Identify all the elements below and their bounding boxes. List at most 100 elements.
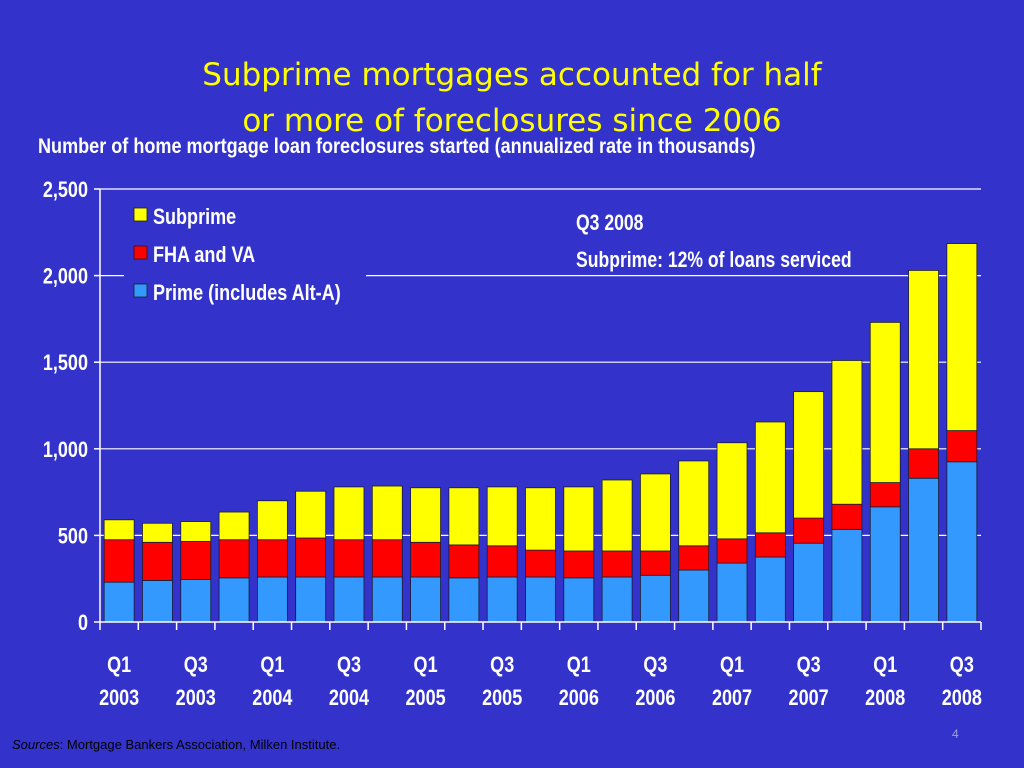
x-tick-label-quarter: Q1 <box>107 653 131 677</box>
bar-segment <box>908 477 939 623</box>
x-tick-label-year: 2006 <box>635 686 675 710</box>
bar-segment <box>946 430 978 463</box>
bar-segment <box>371 576 403 623</box>
bar-segment <box>678 545 710 571</box>
bar-segment <box>716 442 748 540</box>
legend-box <box>124 198 366 314</box>
bar-segment <box>333 539 365 578</box>
bar-segment <box>793 542 825 623</box>
slide-number: 4 <box>952 727 959 741</box>
x-tick-label-quarter: Q3 <box>797 653 821 677</box>
bar-segment <box>525 487 556 551</box>
x-tick-label-quarter: Q1 <box>873 653 897 677</box>
slide-title: Subprime mortgages accounted for half or… <box>0 52 1024 144</box>
bar-segment <box>142 541 173 581</box>
y-tick-label: 2,000 <box>43 265 88 289</box>
bar-segment <box>256 500 288 541</box>
legend-swatch <box>133 245 148 260</box>
x-tick-label-quarter: Q1 <box>414 653 438 677</box>
bar-segment <box>601 550 633 578</box>
bar-segment <box>486 576 518 623</box>
bar-segment <box>295 490 327 539</box>
bar-segment <box>142 522 173 543</box>
legend-label: Prime (includes Alt-A) <box>153 281 341 305</box>
bar-segment <box>831 503 863 530</box>
source-note: Sources: Mortgage Bankers Association, M… <box>12 737 340 752</box>
x-tick-label-year: 2008 <box>865 686 905 710</box>
bar-segment <box>754 556 786 623</box>
x-tick-label-quarter: Q1 <box>720 653 744 677</box>
y-tick-label: 0 <box>78 611 88 635</box>
x-tick-label-year: 2006 <box>559 686 599 710</box>
bar-segment <box>333 576 365 623</box>
bar-segment <box>103 581 135 623</box>
x-tick-label-quarter: Q3 <box>643 653 667 677</box>
bar-segment <box>754 421 786 534</box>
x-tick-label-year: 2008 <box>942 686 982 710</box>
bar-segment <box>869 321 901 483</box>
x-tick-label-quarter: Q3 <box>490 653 514 677</box>
annotation-line-1: Q3 2008 <box>576 211 643 235</box>
x-tick-label-year: 2005 <box>482 686 522 710</box>
x-tick-label-quarter: Q1 <box>260 653 284 677</box>
bar-segment <box>218 539 250 579</box>
bar-segment <box>180 579 212 623</box>
x-tick-label-year: 2007 <box>789 686 829 710</box>
bar-segment <box>831 360 863 505</box>
legend-swatch <box>133 207 148 222</box>
bar-segment <box>103 519 135 541</box>
y-tick-label: 500 <box>58 525 88 549</box>
legend-label: Subprime <box>153 205 236 229</box>
bar-segment <box>486 486 518 547</box>
bar-segment <box>601 479 633 552</box>
x-tick-label-year: 2007 <box>712 686 752 710</box>
bar-segment <box>295 576 327 623</box>
y-tick-label: 2,500 <box>43 178 88 202</box>
bar-segment <box>410 541 441 578</box>
bar-segment <box>448 544 480 579</box>
bar-segment <box>908 270 939 450</box>
chart-subtitle: Number of home mortgage loan foreclosure… <box>38 135 756 158</box>
bar-segment <box>218 511 250 541</box>
bar-segment <box>371 539 403 578</box>
bar-segment <box>103 539 135 583</box>
x-tick-label-year: 2005 <box>406 686 446 710</box>
bar-segment <box>563 577 595 623</box>
bar-segment <box>256 539 288 578</box>
bar-segment <box>371 485 403 541</box>
bar-segment <box>563 550 595 579</box>
annotation-line-2: Subprime: 12% of loans serviced <box>576 248 852 272</box>
title-line-2: or more of foreclosures since 2006 <box>242 103 782 139</box>
bar-segment <box>831 528 863 623</box>
x-tick-label-year: 2004 <box>252 686 293 710</box>
bar-segment <box>640 473 671 552</box>
y-tick-label: 1,000 <box>43 438 88 462</box>
source-label: Sources <box>12 737 60 752</box>
bar-segment <box>793 391 825 519</box>
bar-segment <box>716 538 748 564</box>
x-tick-label-quarter: Q3 <box>337 653 361 677</box>
bar-segment <box>563 486 595 552</box>
bar-segment <box>410 487 441 543</box>
bar-segment <box>869 482 901 508</box>
x-tick-label-year: 2003 <box>176 686 216 710</box>
bar-segment <box>448 487 480 546</box>
bar-segment <box>678 569 710 623</box>
bar-segment <box>180 521 212 542</box>
bar-segment <box>180 541 212 580</box>
bar-segment <box>295 537 327 578</box>
bar-segment <box>218 577 250 623</box>
legend-swatch <box>133 283 148 298</box>
bar-segment <box>946 243 978 432</box>
bar-segment <box>333 486 365 541</box>
annotation-box <box>570 205 905 273</box>
y-tick-label: 1,500 <box>43 352 88 376</box>
bar-segment <box>601 576 633 623</box>
bar-segment <box>525 576 556 623</box>
bar-segment <box>640 550 671 576</box>
bar-segment <box>793 517 825 544</box>
bar-segment <box>525 549 556 578</box>
bar-segment <box>640 574 671 623</box>
bar-segment <box>678 460 710 547</box>
